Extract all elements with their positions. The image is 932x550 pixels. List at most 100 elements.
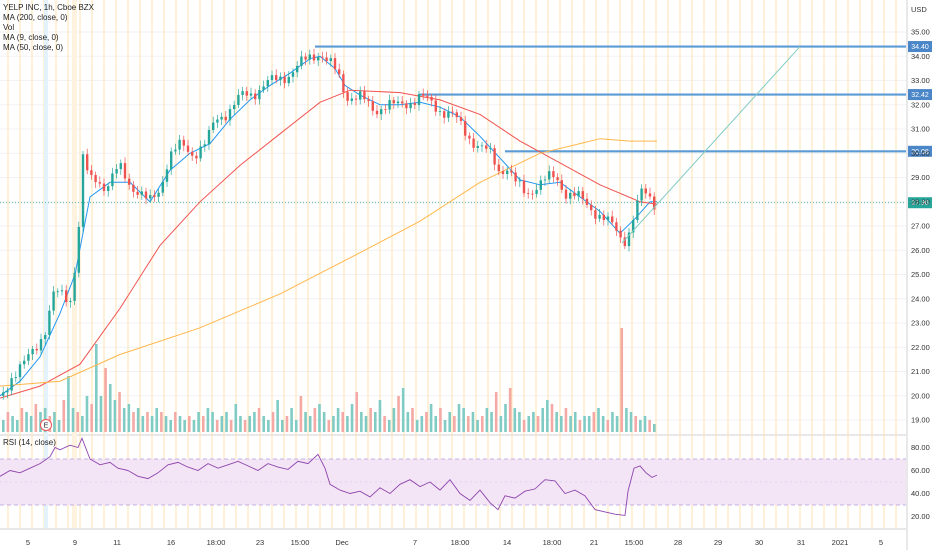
y-tick-label: 22.00 (911, 343, 930, 352)
legend-vol[interactable]: Vol (3, 23, 15, 32)
volume-bar (169, 420, 172, 432)
volume-bar (215, 420, 219, 432)
volume-bar (653, 424, 656, 432)
candle-body (342, 74, 345, 93)
candle-body (119, 163, 122, 170)
volume-bar (192, 420, 196, 432)
volume-bar (639, 420, 642, 432)
candle-body (65, 290, 68, 302)
candle-body (270, 75, 274, 81)
volume-bar (527, 416, 531, 432)
candle-body (10, 378, 13, 391)
x-tick-label: 16 (167, 538, 175, 547)
volume-bar (81, 416, 84, 432)
horizontal-levels[interactable]: 34.40 32.42 30.08 27.96 (0, 41, 932, 209)
trendline[interactable] (621, 46, 801, 244)
candle-body (224, 116, 227, 121)
x-tick-label: 14 (503, 538, 511, 547)
volume-bar (522, 420, 526, 432)
candle-body (69, 300, 72, 302)
volume-bar (104, 368, 107, 432)
volume-bar (490, 412, 493, 432)
currency-label: USD (911, 5, 927, 14)
candle-body (627, 232, 631, 247)
volume-bar (601, 416, 605, 432)
candle-body (577, 191, 580, 197)
rsi-legend[interactable]: RSI (14, close) (3, 438, 56, 447)
volume-bar (67, 376, 70, 432)
candle-body (405, 103, 408, 109)
candle-body (573, 192, 576, 197)
volume-bar (34, 404, 38, 432)
legend-ma50[interactable]: MA (50, close, 0) (3, 43, 64, 52)
x-tick-label: 18:00 (451, 538, 470, 547)
legend-ma200[interactable]: MA (200, close, 0) (3, 13, 68, 22)
earnings-marker-label: E (43, 421, 48, 430)
volume-bar (29, 416, 33, 432)
volume-bar (25, 412, 28, 432)
volume-bar (155, 408, 159, 432)
rsi-y-tick-label: 80.00 (911, 443, 930, 452)
candle-body (338, 69, 341, 75)
volume-bar (546, 400, 549, 432)
candle-body (283, 76, 286, 84)
candle-body (556, 177, 559, 181)
level-tag-bg (908, 41, 932, 53)
candle-body (275, 75, 278, 81)
volume-bar (188, 416, 191, 432)
volume-bar (518, 412, 521, 432)
volume-bar (387, 420, 391, 432)
volume-bar (378, 400, 382, 432)
candle-body (548, 171, 551, 180)
candle-body (623, 237, 626, 247)
x-tick-label: 29 (714, 538, 722, 547)
y-tick-label: 28.00 (911, 197, 930, 206)
candle-body (128, 178, 131, 185)
volume-bar (294, 420, 298, 432)
candle-body (602, 214, 605, 221)
ma-line (0, 138, 657, 387)
volume-bar (634, 416, 637, 432)
candle-body (2, 392, 5, 396)
volume-bar (383, 416, 386, 432)
volume-bar (15, 420, 19, 432)
candle-body (52, 291, 55, 311)
candle-body (384, 109, 387, 110)
y-tick-label: 25.00 (911, 270, 930, 279)
volume-bar (183, 420, 186, 432)
candle-body (304, 56, 307, 60)
candle-body (531, 193, 534, 195)
candle-body (149, 195, 152, 199)
candle-body (636, 200, 639, 221)
candle-body (363, 91, 366, 100)
candle-body (262, 86, 265, 91)
candle-body (228, 109, 232, 121)
volume-bar (453, 416, 456, 432)
ma-line (0, 89, 658, 399)
candle-body (136, 191, 139, 195)
candle-body (98, 182, 101, 184)
rsi-y-tick-label: 40.00 (911, 489, 930, 498)
candle-body (417, 93, 421, 105)
legend-ma9[interactable]: MA (9, close, 0) (3, 33, 59, 42)
volume-bar (20, 408, 24, 432)
volume-bar (504, 404, 507, 432)
y-tick-label: 19.00 (911, 416, 930, 425)
candle-body (157, 192, 160, 197)
volume-bar (564, 408, 568, 432)
volume-bar (118, 392, 121, 432)
volume-bar (262, 416, 265, 432)
candle-body (123, 163, 127, 179)
volume-bar (243, 420, 247, 432)
candle-body (539, 180, 542, 190)
candle-body (413, 103, 416, 105)
candle-body (186, 145, 190, 152)
legend-symbol[interactable]: YELP INC, 1h, Cboe BZX (3, 3, 95, 12)
volume-bar (355, 392, 358, 432)
volume-bar (225, 412, 228, 432)
volume-bar (322, 412, 326, 432)
x-tick-label: 9 (73, 538, 77, 547)
candle-body (170, 151, 173, 170)
volume-bar (174, 412, 177, 432)
